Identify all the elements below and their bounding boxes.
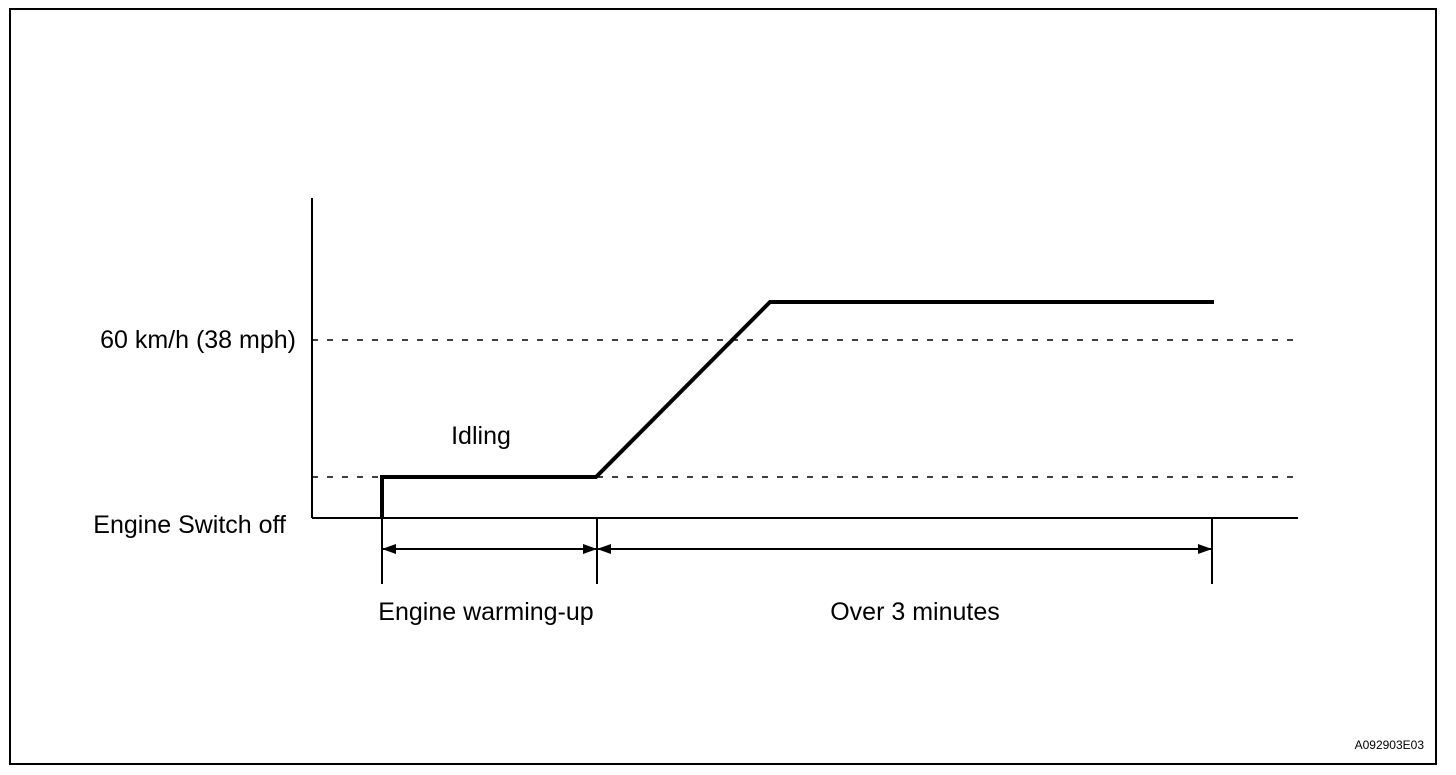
outer-border [9, 8, 1437, 765]
engine-switch-off-label: Engine Switch off [93, 511, 286, 539]
speed-profile-line [380, 300, 1214, 518]
speed-60-label: 60 km/h (38 mph) [100, 326, 296, 354]
figure-code-label: A092903E03 [1355, 738, 1425, 752]
engine-warming-up-label: Engine warming-up [378, 598, 593, 626]
over-3-minutes-label: Over 3 minutes [830, 598, 1000, 626]
idling-label: Idling [451, 422, 511, 450]
